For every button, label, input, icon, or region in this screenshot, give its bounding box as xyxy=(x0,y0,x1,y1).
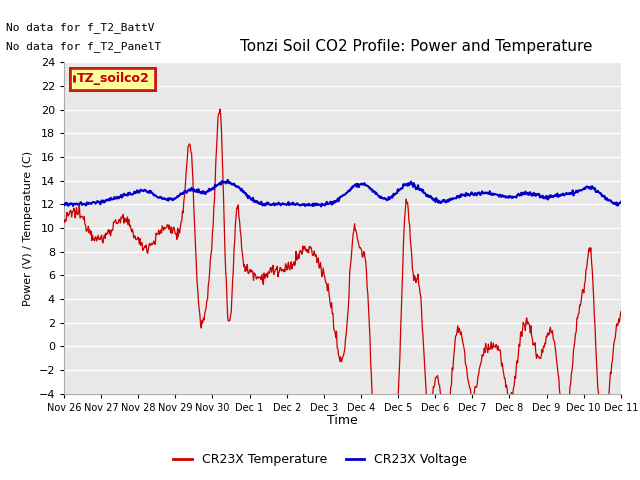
X-axis label: Time: Time xyxy=(327,414,358,427)
Legend: TZ_soilco2: TZ_soilco2 xyxy=(70,68,154,90)
Y-axis label: Power (V) / Temperature (C): Power (V) / Temperature (C) xyxy=(23,150,33,306)
Legend: CR23X Temperature, CR23X Voltage: CR23X Temperature, CR23X Voltage xyxy=(168,448,472,471)
Text: No data for f_T2_BattV: No data for f_T2_BattV xyxy=(6,22,155,33)
Text: Tonzi Soil CO2 Profile: Power and Temperature: Tonzi Soil CO2 Profile: Power and Temper… xyxy=(241,39,593,54)
Text: No data for f_T2_PanelT: No data for f_T2_PanelT xyxy=(6,41,162,52)
